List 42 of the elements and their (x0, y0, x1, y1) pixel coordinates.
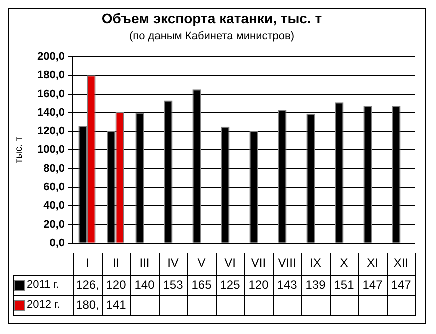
data-label: 120 (102, 275, 131, 296)
chart-subtitle: (по даным Кабинета министров) (129, 30, 295, 42)
data-label: 151 (330, 275, 359, 296)
x-tick-label: I (73, 253, 102, 275)
legend-label: 2011 г. (27, 279, 60, 291)
data-label: 153 (158, 275, 188, 296)
x-tick-label: VIII (272, 253, 302, 275)
data-label: 147 (358, 275, 388, 296)
y-tick-label: 80,0 (44, 162, 65, 175)
x-tick-label: IX (301, 253, 330, 275)
data-label: 143 (272, 275, 302, 296)
data-label: 180, (73, 295, 102, 316)
y-tick-label: 200,0 (37, 51, 65, 64)
data-label: 125 (216, 275, 245, 296)
x-tick-label: X (330, 253, 359, 275)
legend-label: 2012 г. (27, 299, 60, 311)
x-tick-label: VII (244, 253, 274, 275)
data-label: 139 (301, 275, 330, 296)
x-tick-label: IV (158, 253, 188, 275)
y-tick-label: 180,0 (37, 70, 65, 82)
data-label: 126, (73, 275, 102, 296)
x-tick-label: III (130, 253, 160, 275)
x-tick-label: VI (216, 253, 245, 275)
data-label: 165 (187, 275, 216, 296)
y-tick-label: 40,0 (44, 200, 65, 212)
data-label: 141 (102, 295, 131, 316)
y-tick-label: 100,0 (37, 144, 65, 156)
y-tick-label: 160,0 (37, 88, 65, 100)
x-tick-label: XII (386, 253, 416, 275)
y-tick-label: 60,0 (44, 182, 65, 194)
data-label: 120 (244, 275, 274, 296)
y-axis-title: тыс. т (14, 136, 25, 164)
data-label: 147 (386, 275, 416, 296)
data-label: 140 (130, 275, 160, 296)
y-tick-label: 140,0 (37, 106, 65, 119)
y-tick-label: 20,0 (44, 218, 65, 231)
x-tick-label: XI (358, 253, 388, 275)
x-tick-label: II (102, 253, 131, 275)
chart-title: Объем экспорта катанки, тыс. т (102, 10, 322, 26)
y-tick-label: 0,0 (50, 237, 65, 250)
y-tick-label: 120,0 (37, 126, 65, 138)
x-tick-label: V (187, 253, 216, 275)
